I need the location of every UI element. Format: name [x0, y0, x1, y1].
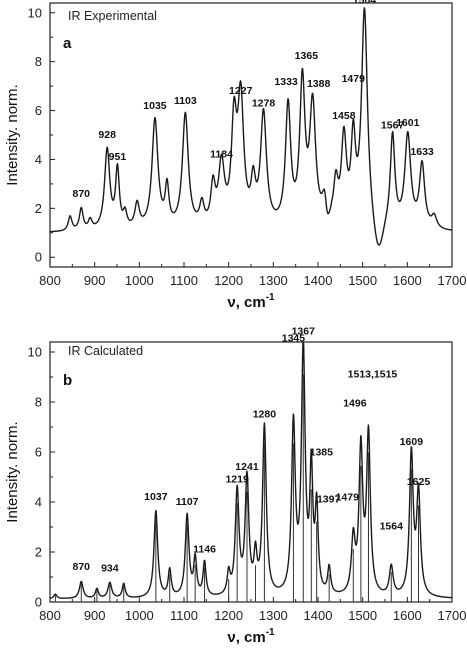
peak-label: 1609	[400, 436, 424, 448]
x-tick-label: 1000	[125, 273, 154, 288]
peak-label: 1037	[144, 491, 168, 503]
peak-label: 1397	[317, 494, 341, 506]
peak-label: 1333	[274, 76, 298, 88]
y-tick-label: 0	[35, 595, 42, 610]
x-tick-label: 1200	[214, 273, 243, 288]
x-tick-label: 1100	[170, 273, 198, 288]
y-tick-label: 0	[35, 250, 42, 265]
peak-label: 951	[109, 151, 127, 163]
x-axis-label: ν, cm-1	[227, 292, 275, 311]
peak-label: 1385	[310, 447, 334, 459]
peak-label: 934	[101, 562, 119, 574]
x-tick-label: 1700	[438, 273, 467, 288]
y-tick-label: 6	[35, 445, 42, 460]
peak-label: 1241	[235, 461, 259, 473]
peak-label: 928	[98, 129, 116, 141]
panel-title: IR Experimental	[68, 9, 157, 23]
peak-label: 870	[73, 561, 91, 573]
y-tick-label: 8	[35, 395, 42, 410]
peak-label: 1633	[410, 146, 434, 158]
peak-label: 1184	[210, 149, 233, 161]
peak-label: 1567	[381, 119, 405, 131]
x-tick-label: 1300	[259, 608, 288, 623]
spectrum-line	[50, 342, 452, 599]
x-tick-label: 1300	[259, 273, 288, 288]
x-tick-label: 1600	[393, 608, 422, 623]
peak-label: 1601	[396, 117, 420, 129]
panel-letter: a	[63, 35, 72, 52]
spectrum-line	[50, 7, 452, 246]
panel-a: 800 900 1000 1100 1200 1300 1400 1500 1600 1700 0 2…	[4, 0, 466, 311]
x-tick-label: 800	[39, 608, 61, 623]
peak-label: 1504	[353, 0, 377, 7]
y-tick-label: 10	[28, 5, 42, 20]
peak-label: 1107	[176, 496, 199, 508]
x-tick-label: 1500	[348, 608, 377, 623]
peak-label: 1227	[229, 85, 253, 97]
peak-label: 1280	[253, 409, 277, 421]
peak-label: 1146	[193, 544, 216, 556]
peak-label: 1479	[342, 73, 366, 85]
y-tick-label: 6	[35, 103, 42, 118]
peak-label: 870	[73, 188, 91, 200]
x-axis-label-sup: -1	[266, 292, 275, 303]
y-tick-label: 8	[35, 54, 42, 69]
peak-label: 1345	[282, 333, 306, 345]
x-axis-label: ν, cm-1	[227, 627, 275, 646]
peak-label: 1513,1515	[348, 369, 398, 381]
x-tick-label: 1500	[348, 273, 377, 288]
panel-letter: b	[63, 372, 72, 389]
peak-label: 1219	[225, 474, 249, 486]
x-tick-label: 900	[84, 273, 106, 288]
x-tick-label: 900	[84, 608, 106, 623]
peak-label: 1367	[292, 326, 316, 338]
x-tick-label: 800	[39, 273, 61, 288]
y-tick-label: 4	[35, 152, 42, 167]
x-axis-label-sup: -1	[266, 627, 275, 638]
peak-label: 1458	[332, 110, 356, 122]
panel-title: IR Calculated	[68, 344, 143, 358]
y-tick-label: 10	[28, 345, 42, 360]
peak-label: 1496	[343, 398, 367, 410]
x-tick-label: 1100	[170, 608, 198, 623]
peak-label: 1278	[252, 97, 276, 109]
x-tick-label: 1000	[125, 608, 154, 623]
x-tick-label: 1400	[304, 608, 333, 623]
y-axis-label: Intensity. norm.	[4, 84, 21, 185]
x-tick-label: 1600	[393, 273, 422, 288]
y-tick-label: 4	[35, 495, 42, 510]
y-tick-label: 2	[35, 201, 42, 216]
peak-label: 1365	[295, 50, 319, 62]
x-tick-label: 1200	[214, 608, 243, 623]
panel-b: 800 900 1000 1100 1200 1300 1400 1500 1600 1700 0 2…	[4, 326, 466, 647]
y-tick-label: 2	[35, 545, 42, 560]
peak-label: 1388	[307, 78, 331, 90]
peak-label: 1103	[174, 95, 197, 107]
peak-label: 1625	[407, 476, 431, 488]
peak-label: 1035	[143, 100, 167, 112]
peak-label: 1564	[380, 521, 404, 533]
peak-label: 1479	[336, 492, 360, 504]
y-axis-label: Intensity. norm.	[4, 421, 21, 522]
x-tick-label: 1400	[304, 273, 333, 288]
x-tick-label: 1700	[438, 608, 467, 623]
